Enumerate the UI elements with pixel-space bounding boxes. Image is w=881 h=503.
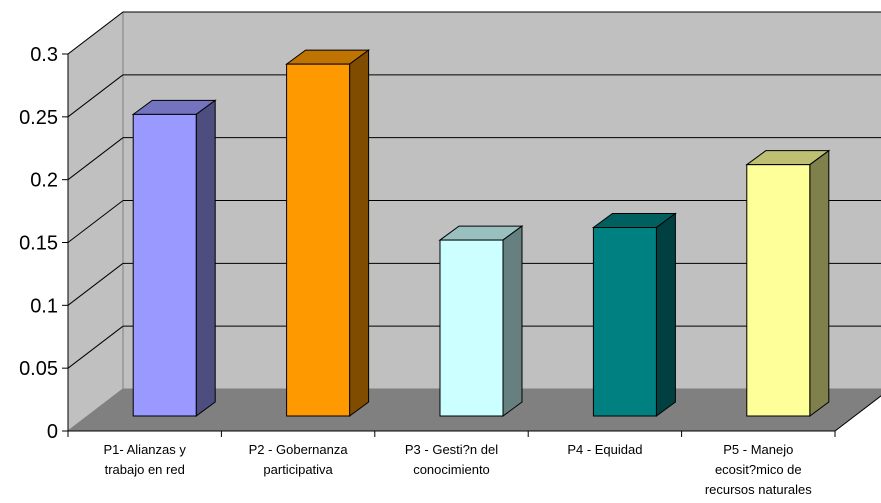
- bar-front: [286, 63, 351, 417]
- bar: [285, 49, 371, 417]
- bar-front: [439, 239, 504, 417]
- x-tick-label: P2 - Gobernanza participativa: [249, 442, 349, 477]
- x-tick-label-line: trabajo en red: [105, 462, 185, 477]
- y-tick-label: 0.3: [30, 44, 58, 66]
- gridline-side: [67, 200, 124, 243]
- bar: [131, 99, 217, 417]
- bar-side: [502, 225, 523, 417]
- x-tick-label-line: P5 - Manejo: [723, 442, 793, 457]
- x-axis-tick-labels: P1- Alianzas y trabajo en red P2 - Goberna…: [104, 442, 813, 497]
- bar-side: [809, 149, 830, 417]
- x-tick-label: P4 - Equidad: [567, 442, 642, 457]
- gridline-side: [67, 137, 124, 181]
- x-tick-label-line: ecosit?mico de: [715, 462, 802, 477]
- bar-front: [132, 113, 197, 417]
- x-tick-label-line: P1- Alianzas y: [104, 442, 187, 457]
- bar-front: [746, 164, 811, 417]
- x-tick-label-line: P3 - Gesti?n del: [405, 442, 498, 457]
- y-tick-label: 0: [47, 421, 58, 443]
- y-tick-label: 0.15: [19, 233, 58, 255]
- axes: [62, 53, 881, 437]
- gridline-side: [67, 325, 124, 369]
- bar-side: [349, 49, 370, 417]
- bar-side: [195, 99, 216, 417]
- x-tick-label-line: conocimiento: [413, 462, 490, 477]
- x-tick-label-line: P4 - Equidad: [567, 442, 642, 457]
- x-tick-label: P5 - Manejo ecosit?mico de recursos natura…: [705, 442, 812, 497]
- bar: [438, 225, 524, 417]
- x-tick-label: P1- Alianzas y trabajo en red: [104, 442, 187, 477]
- bar-side: [655, 212, 676, 417]
- bar-front: [592, 227, 657, 417]
- bar: [745, 149, 831, 417]
- y-tick-label: 0.05: [19, 358, 58, 380]
- y-tick-label: 0.1: [30, 295, 58, 317]
- x-tick-label-line: recursos naturales: [705, 482, 812, 497]
- gridline-side: [67, 74, 124, 118]
- y-tick-label: 0.2: [30, 170, 58, 192]
- x-tick-label: P3 - Gesti?n del conocimiento: [405, 442, 498, 477]
- x-tick-label-line: P2 - Gobernanza: [249, 442, 349, 457]
- y-tick-label: 0.25: [19, 107, 58, 129]
- gridline-side: [67, 262, 124, 306]
- x-tick-label-line: participativa: [263, 462, 333, 477]
- y-axis-tick-labels: 0 0.05 0.1 0.15 0.2 0.25 0.3: [19, 44, 58, 443]
- bar: [591, 212, 677, 417]
- bars: [131, 49, 831, 417]
- gridline-side: [67, 11, 124, 55]
